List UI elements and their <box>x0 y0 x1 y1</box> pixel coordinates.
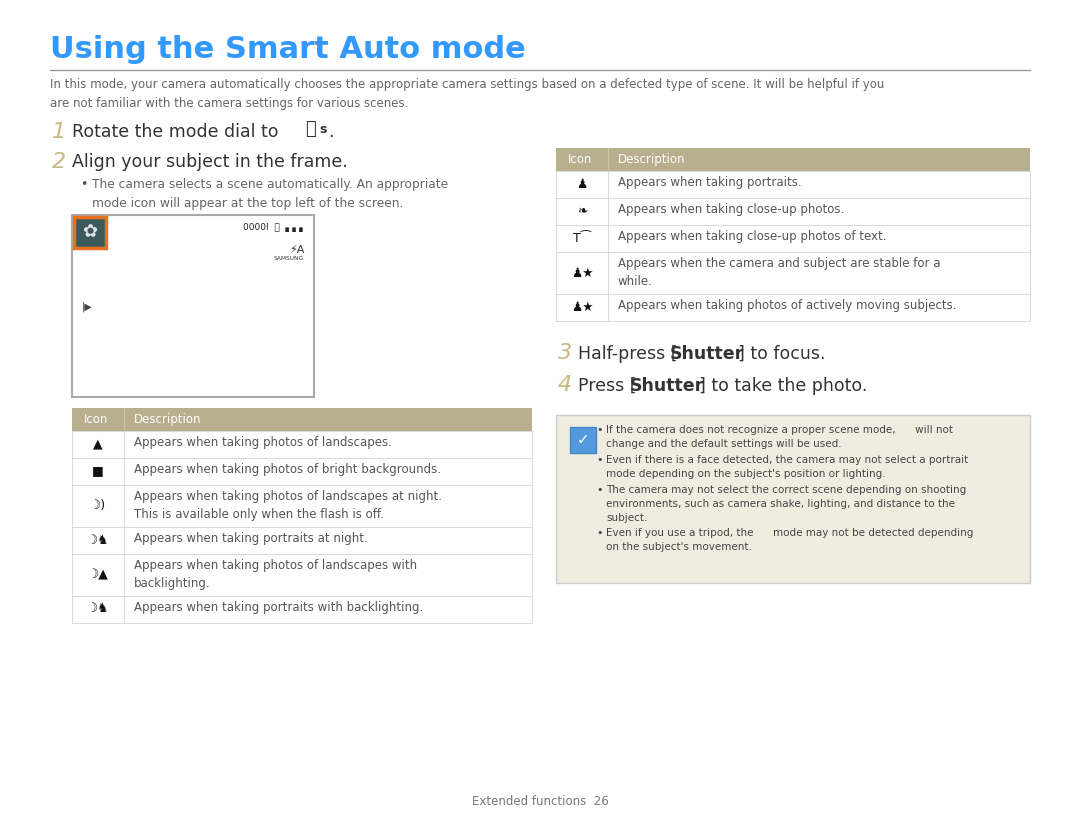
Bar <box>72 485 532 527</box>
Text: Appears when taking close-up photos of text.: Appears when taking close-up photos of t… <box>618 230 887 243</box>
Text: •: • <box>596 528 603 539</box>
Text: Even if there is a face detected, the camera may not select a portrait
mode depe: Even if there is a face detected, the ca… <box>606 455 969 479</box>
Text: s: s <box>319 123 326 136</box>
Text: ☽♞: ☽♞ <box>86 602 109 615</box>
Text: Extended functions  26: Extended functions 26 <box>472 795 608 808</box>
Text: Align your subject in the frame.: Align your subject in the frame. <box>72 153 348 171</box>
Text: Using the Smart Auto mode: Using the Smart Auto mode <box>50 35 526 64</box>
Ellipse shape <box>165 326 203 354</box>
Text: ☽♞: ☽♞ <box>86 534 109 547</box>
Text: Icon: Icon <box>568 153 592 166</box>
Bar <box>556 294 1030 321</box>
Text: 3: 3 <box>558 343 572 363</box>
Text: ❧: ❧ <box>577 205 588 218</box>
Text: In this mode, your camera automatically chooses the appropriate camera settings : In this mode, your camera automatically … <box>50 78 885 110</box>
Text: SAMSUNG: SAMSUNG <box>274 256 303 261</box>
Bar <box>75 217 106 248</box>
Text: Appears when taking photos of landscapes with
backlighting.: Appears when taking photos of landscapes… <box>134 559 417 590</box>
Bar <box>556 252 1030 294</box>
Text: Appears when the camera and subject are stable for a
while.: Appears when the camera and subject are … <box>618 257 941 288</box>
Text: ] to take the photo.: ] to take the photo. <box>699 377 867 395</box>
Text: ⚡A: ⚡A <box>288 245 303 255</box>
Text: Appears when taking portraits at night.: Appears when taking portraits at night. <box>134 532 368 545</box>
Ellipse shape <box>183 359 205 381</box>
Text: Appears when taking portraits.: Appears when taking portraits. <box>618 176 801 189</box>
Text: Half-press [: Half-press [ <box>578 345 677 363</box>
Text: ♟★: ♟★ <box>570 267 593 280</box>
Text: If the camera does not recognize a proper scene mode,      will not
change and t: If the camera does not recognize a prope… <box>606 425 953 449</box>
Text: ♟: ♟ <box>577 178 588 191</box>
Ellipse shape <box>198 277 218 319</box>
Ellipse shape <box>198 333 218 375</box>
Text: Appears when taking close-up photos.: Appears when taking close-up photos. <box>618 203 845 216</box>
Ellipse shape <box>214 298 252 326</box>
Text: The camera selects a scene automatically. An appropriate
mode icon will appear a: The camera selects a scene automatically… <box>92 178 448 210</box>
Bar <box>556 225 1030 252</box>
Text: Rotate the mode dial to: Rotate the mode dial to <box>72 123 284 141</box>
Text: T⁀: T⁀ <box>573 231 591 244</box>
Text: Appears when taking photos of actively moving subjects.: Appears when taking photos of actively m… <box>618 299 957 312</box>
Text: Shutter: Shutter <box>670 345 744 363</box>
Bar <box>72 408 532 431</box>
Text: •: • <box>596 425 603 435</box>
Bar <box>72 458 532 485</box>
Text: 4: 4 <box>558 375 572 395</box>
Text: Description: Description <box>618 153 686 166</box>
Text: Appears when taking portraits with backlighting.: Appears when taking portraits with backl… <box>134 601 423 614</box>
Text: ] to focus.: ] to focus. <box>738 345 825 363</box>
Bar <box>72 554 532 596</box>
Circle shape <box>199 317 217 335</box>
Text: Even if you use a tripod, the      mode may not be detected depending
on the sub: Even if you use a tripod, the mode may n… <box>606 528 973 553</box>
Text: Shutter: Shutter <box>630 377 704 395</box>
Text: ♟★: ♟★ <box>570 301 593 314</box>
Text: Appears when taking photos of bright backgrounds.: Appears when taking photos of bright bac… <box>134 463 441 476</box>
Text: Icon: Icon <box>84 413 108 426</box>
Text: The camera may not select the correct scene depending on shooting
environments, : The camera may not select the correct sc… <box>606 485 967 523</box>
Bar <box>556 171 1030 198</box>
Text: •: • <box>596 455 603 465</box>
Bar <box>556 198 1030 225</box>
Bar <box>556 415 1030 583</box>
Text: 1: 1 <box>52 122 66 142</box>
Text: •: • <box>80 178 87 191</box>
Text: ■: ■ <box>92 465 104 478</box>
Text: •: • <box>596 485 603 495</box>
Text: |▶: |▶ <box>82 302 93 312</box>
Text: Description: Description <box>134 413 202 426</box>
Text: ✓: ✓ <box>577 433 590 447</box>
Bar <box>72 527 532 554</box>
Bar <box>556 148 1030 171</box>
Bar <box>72 215 314 397</box>
Text: 0000I  ⬛  ▖▖▖: 0000I ⬛ ▖▖▖ <box>243 223 306 232</box>
Text: Ⓒ: Ⓒ <box>305 120 315 138</box>
Text: .: . <box>328 123 334 141</box>
Bar <box>72 431 532 458</box>
Text: Appears when taking photos of landscapes at night.
This is available only when t: Appears when taking photos of landscapes… <box>134 490 442 521</box>
Text: ☽): ☽) <box>90 500 106 513</box>
Ellipse shape <box>214 326 252 354</box>
Text: Appears when taking photos of landscapes.: Appears when taking photos of landscapes… <box>134 436 392 449</box>
Text: 2: 2 <box>52 152 66 172</box>
Bar <box>72 596 532 623</box>
Bar <box>570 427 596 453</box>
Text: ✿: ✿ <box>82 223 97 241</box>
Text: ☽▲: ☽▲ <box>87 569 108 581</box>
Ellipse shape <box>165 298 203 326</box>
Text: Press [: Press [ <box>578 377 636 395</box>
Text: ▲: ▲ <box>93 438 103 451</box>
